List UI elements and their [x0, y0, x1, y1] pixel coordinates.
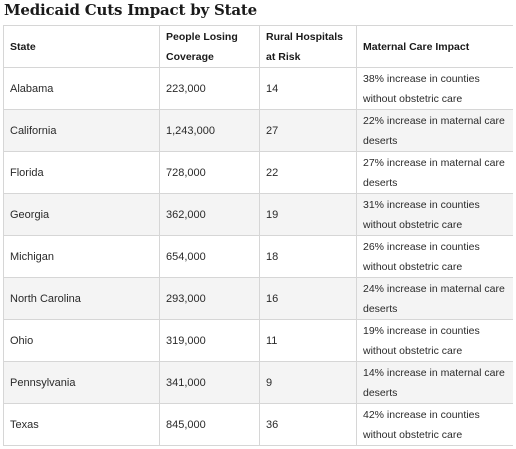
cell-hospitals: 16 [259, 277, 357, 320]
table-row: Michigan 654,000 18 26% increase in coun… [3, 235, 513, 278]
cell-maternal: 22% increase in maternal care deserts [356, 109, 513, 152]
cell-maternal: 26% increase in counties without obstetr… [356, 235, 513, 278]
header-hospitals: Rural Hospitals at Risk [259, 25, 357, 68]
table-row: Georgia 362,000 19 31% increase in count… [3, 193, 513, 236]
cell-maternal: 14% increase in maternal care deserts [356, 361, 513, 404]
cell-maternal: 38% increase in counties without obstetr… [356, 67, 513, 110]
cell-hospitals: 11 [259, 319, 357, 362]
cell-coverage: 362,000 [159, 193, 260, 236]
cell-coverage: 728,000 [159, 151, 260, 194]
table-row: Florida 728,000 22 27% increase in mater… [3, 151, 513, 194]
cell-maternal: 42% increase in counties without obstetr… [356, 403, 513, 446]
cell-hospitals: 9 [259, 361, 357, 404]
cell-state: Pennsylvania [3, 361, 160, 404]
cell-state: North Carolina [3, 277, 160, 320]
header-coverage: People Losing Coverage [159, 25, 260, 68]
table-row: Alabama 223,000 14 38% increase in count… [3, 67, 513, 110]
cell-coverage: 341,000 [159, 361, 260, 404]
cell-maternal: 19% increase in counties without obstetr… [356, 319, 513, 362]
cell-state: Texas [3, 403, 160, 446]
cell-coverage: 1,243,000 [159, 109, 260, 152]
header-state: State [3, 25, 160, 68]
table-row: Ohio 319,000 11 19% increase in counties… [3, 319, 513, 362]
header-maternal: Maternal Care Impact [356, 25, 513, 68]
cell-coverage: 654,000 [159, 235, 260, 278]
cell-state: California [3, 109, 160, 152]
cell-state: Florida [3, 151, 160, 194]
cell-coverage: 319,000 [159, 319, 260, 362]
cell-state: Ohio [3, 319, 160, 362]
medicaid-impact-table: State People Losing Coverage Rural Hospi… [3, 25, 513, 446]
cell-hospitals: 18 [259, 235, 357, 278]
cell-coverage: 845,000 [159, 403, 260, 446]
cell-hospitals: 27 [259, 109, 357, 152]
table-container: State People Losing Coverage Rural Hospi… [3, 25, 513, 449]
cell-maternal: 24% increase in maternal care deserts [356, 277, 513, 320]
cell-maternal: 31% increase in counties without obstetr… [356, 193, 513, 236]
cell-hospitals: 36 [259, 403, 357, 446]
cell-hospitals: 14 [259, 67, 357, 110]
page-title: Medicaid Cuts Impact by State [4, 1, 257, 19]
cell-hospitals: 22 [259, 151, 357, 194]
cell-state: Alabama [3, 67, 160, 110]
cell-maternal: 27% increase in maternal care deserts [356, 151, 513, 194]
table-row: California 1,243,000 27 22% increase in … [3, 109, 513, 152]
cell-state: Michigan [3, 235, 160, 278]
table-header-row: State People Losing Coverage Rural Hospi… [3, 25, 513, 68]
cell-coverage: 293,000 [159, 277, 260, 320]
table-row: Pennsylvania 341,000 9 14% increase in m… [3, 361, 513, 404]
cell-state: Georgia [3, 193, 160, 236]
cell-coverage: 223,000 [159, 67, 260, 110]
table-row: North Carolina 293,000 16 24% increase i… [3, 277, 513, 320]
table-row: Texas 845,000 36 42% increase in countie… [3, 403, 513, 446]
cell-hospitals: 19 [259, 193, 357, 236]
